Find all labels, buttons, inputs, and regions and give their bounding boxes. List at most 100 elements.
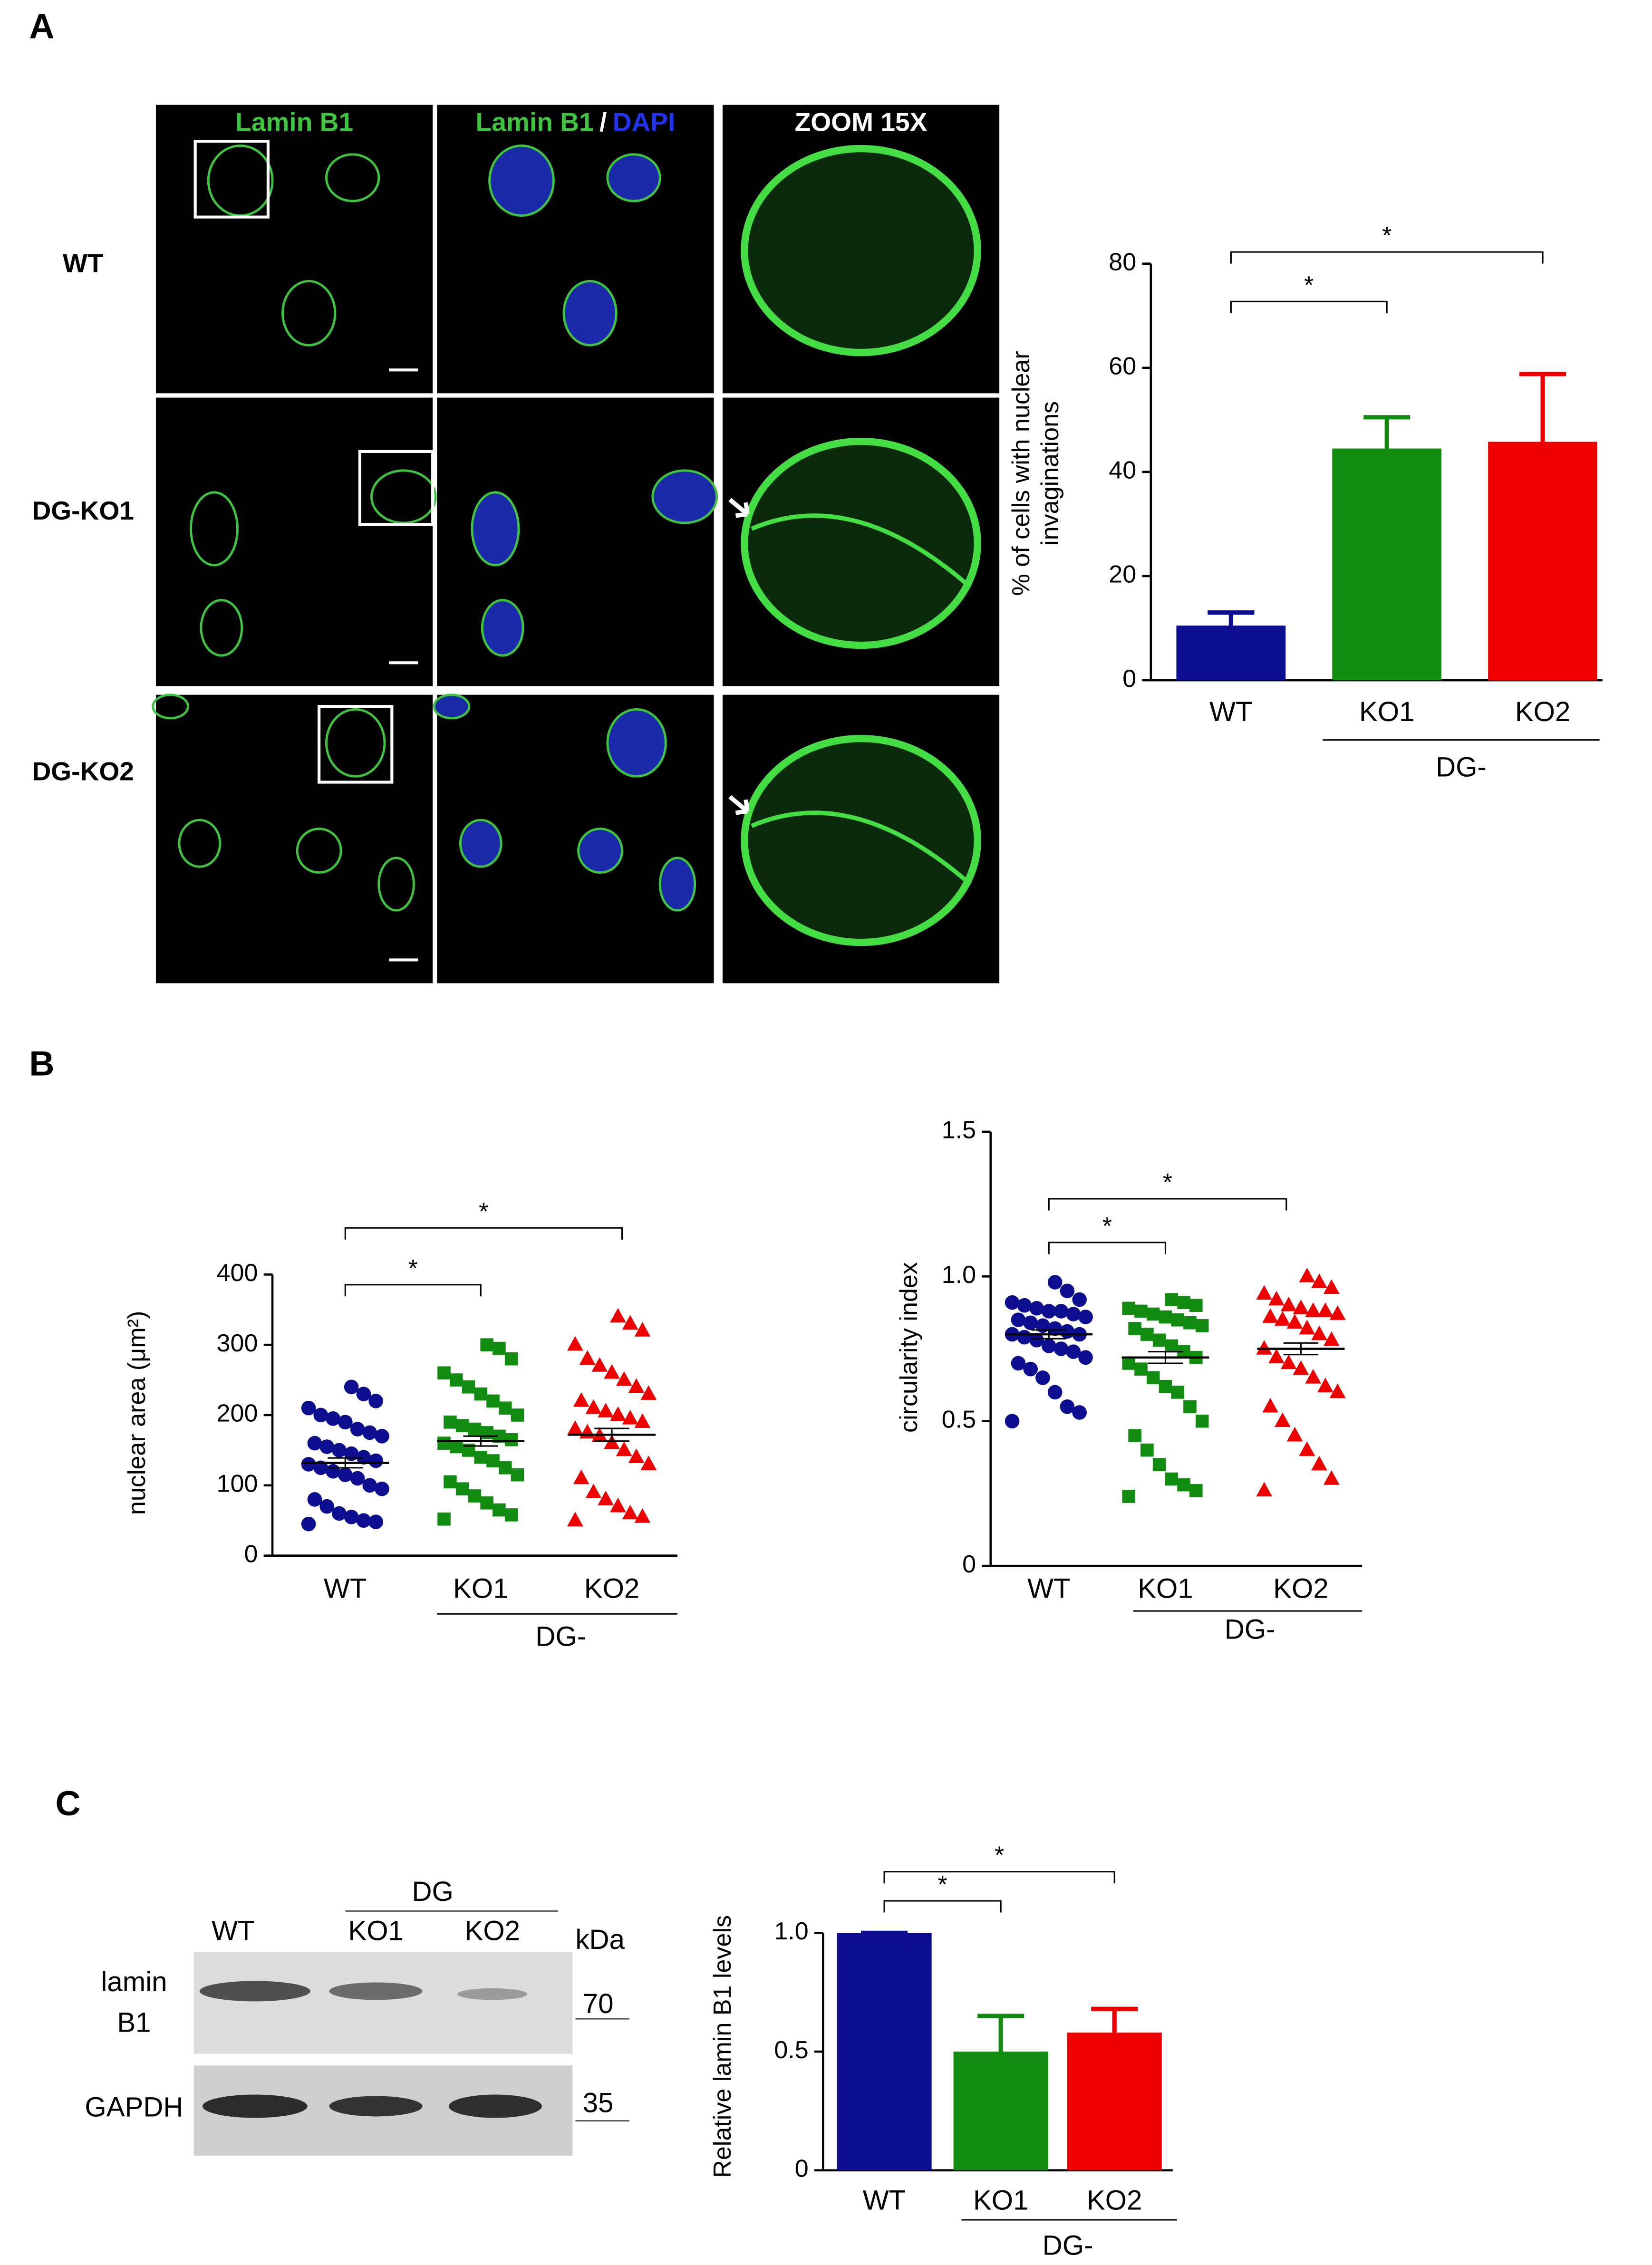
data-point <box>1275 1311 1291 1326</box>
bar <box>1176 626 1286 681</box>
data-point <box>610 1497 626 1513</box>
x-tick-label: KO1 <box>973 2185 1029 2216</box>
data-point <box>437 1366 451 1380</box>
data-point <box>573 1469 589 1484</box>
data-point <box>1323 1331 1340 1346</box>
group-label: DG- <box>1436 752 1487 782</box>
panel-label: B <box>29 1043 54 1083</box>
data-point <box>455 1482 469 1496</box>
data-point <box>1165 1472 1179 1486</box>
group-label: DG- <box>535 1621 586 1652</box>
data-point <box>356 1450 371 1465</box>
data-point <box>1042 1339 1056 1353</box>
data-point <box>1323 1470 1340 1485</box>
data-point <box>356 1513 371 1528</box>
unit-label: kDa <box>575 1924 625 1955</box>
significance-label: * <box>1102 1213 1112 1240</box>
x-tick-label: KO2 <box>1087 2185 1142 2216</box>
data-point <box>1005 1295 1020 1310</box>
y-tick-label: 0 <box>795 2155 809 2183</box>
data-point <box>1317 1302 1333 1317</box>
significance-label: * <box>408 1255 418 1282</box>
micrograph <box>155 105 433 394</box>
nucleus <box>190 491 239 567</box>
arrow <box>728 498 750 518</box>
blot-row-label: B1 <box>117 2007 151 2038</box>
data-point <box>313 1460 328 1475</box>
data-point <box>1152 1458 1166 1471</box>
zoom-box <box>358 450 435 526</box>
significance-bracket <box>344 1227 623 1240</box>
data-point <box>1146 1371 1160 1385</box>
data-point <box>444 1415 457 1429</box>
significance-bracket <box>883 1871 1115 1884</box>
nucleus <box>325 153 380 202</box>
data-point <box>326 1464 340 1479</box>
data-point <box>437 1436 451 1450</box>
data-point <box>1042 1304 1056 1319</box>
nucleus <box>178 819 222 868</box>
nucleus <box>488 144 555 217</box>
data-point <box>350 1422 365 1436</box>
nucleus <box>658 857 696 912</box>
data-point <box>1183 1400 1197 1414</box>
data-point <box>567 1512 583 1527</box>
data-point <box>1072 1292 1087 1307</box>
significance-label: * <box>1304 271 1314 299</box>
data-point <box>1060 1399 1075 1414</box>
nucleus <box>577 828 623 874</box>
mw-marker: 70 <box>583 1988 614 2019</box>
significance-bracket <box>883 1900 1002 1913</box>
data-point <box>1159 1379 1172 1393</box>
invagination <box>751 513 972 589</box>
data-point <box>368 1453 383 1468</box>
nucleus <box>325 708 386 778</box>
data-point <box>1329 1383 1346 1398</box>
data-point <box>567 1336 583 1351</box>
data-point <box>1299 1320 1315 1335</box>
column-header-part: Lamin B1 <box>476 107 594 136</box>
data-point <box>1017 1298 1032 1313</box>
y-axis-label: % of cells with nuclear <box>1007 351 1035 596</box>
blot-band <box>329 2096 423 2117</box>
data-point <box>1293 1299 1309 1314</box>
data-point <box>511 1408 524 1422</box>
data-point <box>579 1424 596 1439</box>
data-point <box>301 1400 316 1416</box>
data-point <box>1017 1330 1032 1345</box>
data-point <box>1286 1314 1303 1329</box>
nucleus <box>606 153 661 202</box>
y-tick-label: 60 <box>1109 353 1136 380</box>
data-point <box>301 1516 316 1532</box>
nucleus <box>606 708 667 778</box>
data-point <box>338 1467 353 1482</box>
y-axis-label: Relative lamin B1 levels <box>709 1915 736 2178</box>
data-point <box>1329 1305 1346 1320</box>
data-point <box>1078 1310 1093 1324</box>
x-tick-label: WT <box>1209 696 1253 727</box>
data-point <box>326 1411 340 1426</box>
data-point <box>480 1496 493 1510</box>
data-point <box>444 1475 457 1489</box>
data-point <box>480 1426 493 1439</box>
data-point <box>1256 1285 1273 1300</box>
data-point <box>344 1446 359 1461</box>
y-tick-label: 400 <box>217 1259 258 1287</box>
data-point <box>468 1422 482 1436</box>
x-tick-label: KO1 <box>1359 696 1415 727</box>
y-tick-label: 0 <box>962 1551 976 1578</box>
data-point <box>634 1322 651 1337</box>
data-point <box>585 1399 602 1414</box>
data-point <box>1159 1310 1172 1324</box>
data-point <box>368 1514 383 1530</box>
data-point <box>1140 1443 1154 1457</box>
data-point <box>585 1484 602 1498</box>
data-point <box>1183 1316 1197 1330</box>
data-point <box>598 1491 614 1505</box>
data-point <box>622 1504 638 1520</box>
data-point <box>1146 1307 1160 1321</box>
lane-label: KO1 <box>348 1916 404 1947</box>
data-point <box>1128 1429 1141 1442</box>
nucleus <box>377 857 415 912</box>
